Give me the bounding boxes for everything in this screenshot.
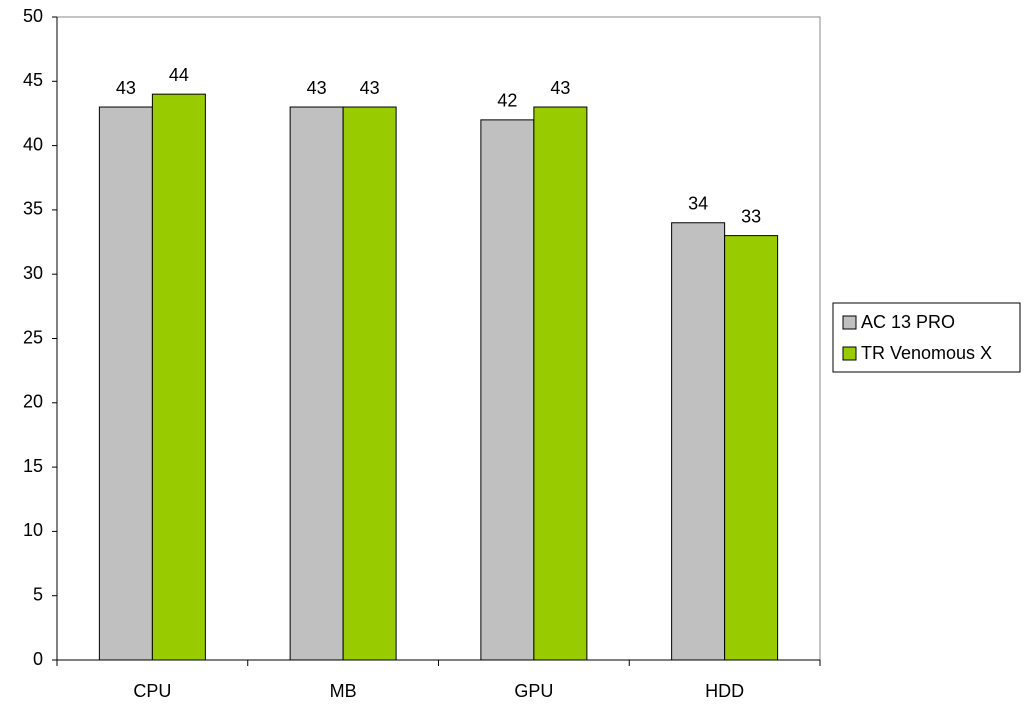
- bar: [724, 235, 779, 661]
- legend-label: TR Venomous X: [861, 343, 992, 363]
- bar: [480, 119, 535, 661]
- data-label: 34: [688, 194, 708, 214]
- bar: [342, 106, 397, 661]
- y-tick-label: 15: [23, 456, 43, 476]
- x-tick-label: HDD: [705, 681, 744, 701]
- data-label: 44: [169, 65, 189, 85]
- legend-swatch: [842, 346, 857, 361]
- bar: [671, 222, 726, 661]
- y-tick-label: 30: [23, 263, 43, 283]
- data-label: 43: [360, 78, 380, 98]
- x-tick-label: CPU: [133, 681, 171, 701]
- y-tick-label: 45: [23, 70, 43, 90]
- data-label: 42: [497, 91, 517, 111]
- y-tick-label: 5: [33, 584, 43, 604]
- bar: [289, 106, 344, 661]
- y-tick-label: 10: [23, 520, 43, 540]
- y-tick-label: 0: [33, 649, 43, 669]
- legend-swatch: [842, 315, 857, 330]
- bar: [151, 93, 206, 661]
- x-tick-label: MB: [330, 681, 357, 701]
- y-tick-label: 35: [23, 199, 43, 219]
- bar: [98, 106, 153, 661]
- legend-box: [832, 302, 1021, 373]
- y-tick-label: 25: [23, 327, 43, 347]
- y-tick-label: 40: [23, 134, 43, 154]
- x-tick-label: GPU: [514, 681, 553, 701]
- y-tick-label: 50: [23, 6, 43, 26]
- data-label: 43: [550, 78, 570, 98]
- data-label: 33: [741, 206, 761, 226]
- y-tick-label: 20: [23, 392, 43, 412]
- data-label: 43: [307, 78, 327, 98]
- legend-label: AC 13 PRO: [861, 312, 955, 332]
- data-label: 43: [116, 78, 136, 98]
- bar: [533, 106, 588, 661]
